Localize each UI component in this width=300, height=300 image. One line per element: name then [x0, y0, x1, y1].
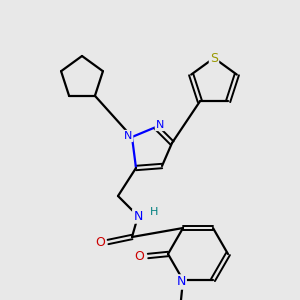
Text: N: N — [133, 209, 143, 223]
Text: O: O — [95, 236, 105, 248]
Text: N: N — [124, 131, 132, 141]
Text: N: N — [176, 275, 186, 289]
Text: H: H — [150, 207, 158, 217]
Text: O: O — [134, 250, 144, 262]
Text: N: N — [156, 120, 164, 130]
Text: S: S — [210, 52, 218, 64]
